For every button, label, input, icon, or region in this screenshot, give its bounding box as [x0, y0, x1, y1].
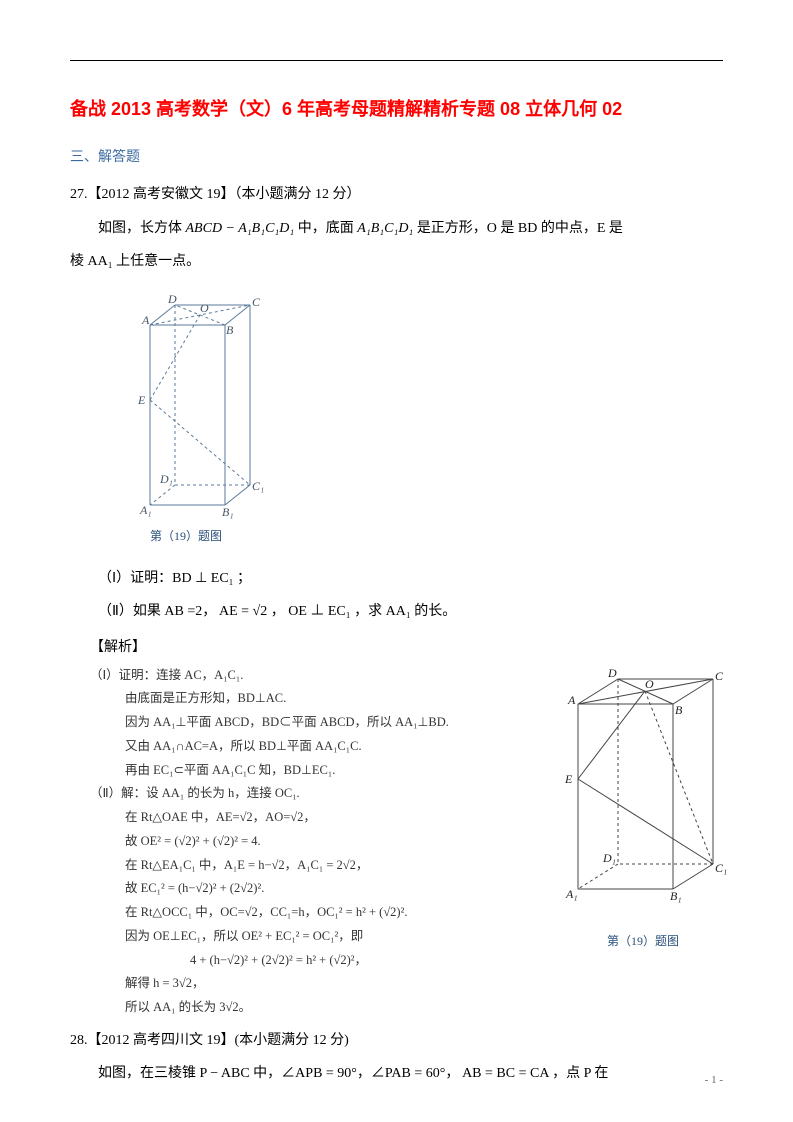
- solution-label: 【解析】: [90, 632, 723, 661]
- text: 是正方形，O 是 BD 的中点，E 是: [413, 221, 623, 236]
- document-title: 备战 2013 高考数学（文）6 年高考母题精解精析专题 08 立体几何 02: [70, 91, 723, 129]
- sol-line: （Ⅱ）解：设 AA₁ 的长为 h，连接 OC₁.: [90, 782, 510, 806]
- svg-text:A: A: [141, 313, 150, 327]
- svg-text:A: A: [567, 693, 576, 707]
- q27-part1: （Ⅰ）证明：BD ⊥ EC₁ ；: [70, 564, 723, 593]
- q27-head: 27.【2012 高考安徽文 19】（本小题满分 12 分）: [70, 180, 723, 209]
- svg-text:D₁: D₁: [602, 851, 616, 865]
- page-number: - 1 -: [705, 1069, 723, 1092]
- text: 如图，长方体: [98, 221, 186, 236]
- figure-2-caption: 第（19）题图: [553, 929, 733, 954]
- sol-line: 在 Rt△OAE 中，AE=√2，AO=√2，: [90, 806, 510, 830]
- svg-text:C₁: C₁: [715, 861, 727, 875]
- sol-line: 因为 AA₁⊥平面 ABCD，BD⊂平面 ABCD，所以 AA₁⊥BD.: [90, 711, 510, 735]
- svg-text:E: E: [137, 393, 146, 407]
- sol-line: （Ⅰ）证明：连接 AC，A₁C₁.: [90, 664, 510, 688]
- sol-line: 所以 AA₁ 的长为 3√2。: [90, 996, 510, 1020]
- svg-text:A₁: A₁: [139, 503, 152, 517]
- figure-1: A B C D A₁ B₁ C₁ D₁ O E 第（19）题图: [130, 290, 723, 549]
- sol-line: 又由 AA₁∩AC=A，所以 BD⊥平面 AA₁C₁C.: [90, 735, 510, 759]
- svg-text:B₁: B₁: [670, 889, 682, 903]
- q27-part2: （Ⅱ）如果 AB =2， AE = √2 ， OE ⊥ EC₁ ，求 AA₁ 的…: [70, 597, 723, 626]
- svg-text:C₁: C₁: [252, 479, 264, 493]
- top-rule: [70, 60, 723, 61]
- formula: ABCD − A₁B₁C₁D₁: [186, 221, 295, 236]
- svg-text:A₁: A₁: [565, 887, 578, 901]
- svg-text:O: O: [645, 677, 654, 691]
- cuboid-diagram-2: A B C D A₁ B₁ C₁ D₁ O E: [553, 664, 733, 914]
- sol-line: 因为 OE⊥EC₁，所以 OE² + EC₁² = OC₁²，即: [90, 925, 510, 949]
- svg-text:D: D: [167, 292, 177, 306]
- svg-text:B: B: [675, 703, 683, 717]
- text: 中，底面: [294, 221, 357, 236]
- svg-text:E: E: [564, 772, 573, 786]
- sol-line: 故 OE² = (√2)² + (√2)² = 4.: [90, 830, 510, 854]
- solution-text: （Ⅰ）证明：连接 AC，A₁C₁. 由底面是正方形知，BD⊥AC. 因为 AA₁…: [90, 664, 510, 1020]
- q27-line2: 棱 AA₁ 上任意一点。: [70, 247, 723, 276]
- svg-text:B₁: B₁: [222, 505, 234, 519]
- q27-line1: 如图，长方体 ABCD − A₁B₁C₁D₁ 中，底面 A₁B₁C₁D₁ 是正方…: [70, 214, 723, 243]
- formula: A₁B₁C₁D₁: [357, 221, 413, 236]
- svg-text:B: B: [226, 323, 234, 337]
- section-label: 三、解答题: [70, 143, 723, 172]
- svg-text:O: O: [200, 301, 209, 315]
- sol-line: 解得 h = 3√2，: [90, 972, 510, 996]
- sol-line: 再由 EC₁⊂平面 AA₁C₁C 知，BD⊥EC₁.: [90, 759, 510, 783]
- sol-line: 由底面是正方形知，BD⊥AC.: [90, 687, 510, 711]
- figure-2: A B C D A₁ B₁ C₁ D₁ O E 第（19）题图: [553, 664, 733, 955]
- svg-text:D₁: D₁: [159, 472, 173, 486]
- svg-text:C: C: [252, 295, 261, 309]
- sol-line: 在 Rt△EA₁C₁ 中，A₁E = h−√2，A₁C₁ = 2√2，: [90, 854, 510, 878]
- sol-line: 在 Rt△OCC₁ 中，OC=√2，CC₁=h，OC₁² = h² + (√2)…: [90, 901, 510, 925]
- sol-line: 故 EC₁² = (h−√2)² + (2√2)².: [90, 877, 510, 901]
- text: ， OE ⊥ EC₁ ，求 AA₁ 的长。: [267, 604, 456, 619]
- q28-line1: 如图，在三棱锥 P − ABC 中，∠APB = 90°，∠PAB = 60°，…: [70, 1059, 723, 1088]
- formula: √2: [253, 604, 268, 619]
- sol-line: 4 + (h−√2)² + (2√2)² = h² + (√2)²，: [90, 949, 510, 973]
- q28-head: 28.【2012 高考四川文 19】(本小题满分 12 分): [70, 1026, 723, 1055]
- solution-block: （Ⅰ）证明：连接 AC，A₁C₁. 由底面是正方形知，BD⊥AC. 因为 AA₁…: [70, 664, 723, 1020]
- text: （Ⅱ）如果 AB =2， AE =: [98, 604, 253, 619]
- svg-text:D: D: [607, 666, 617, 680]
- cuboid-diagram: A B C D A₁ B₁ C₁ D₁ O E: [130, 290, 270, 520]
- figure-1-caption: 第（19）题图: [150, 524, 723, 549]
- svg-text:C: C: [715, 669, 724, 683]
- page: 备战 2013 高考数学（文）6 年高考母题精解精析专题 08 立体几何 02 …: [0, 0, 793, 1122]
